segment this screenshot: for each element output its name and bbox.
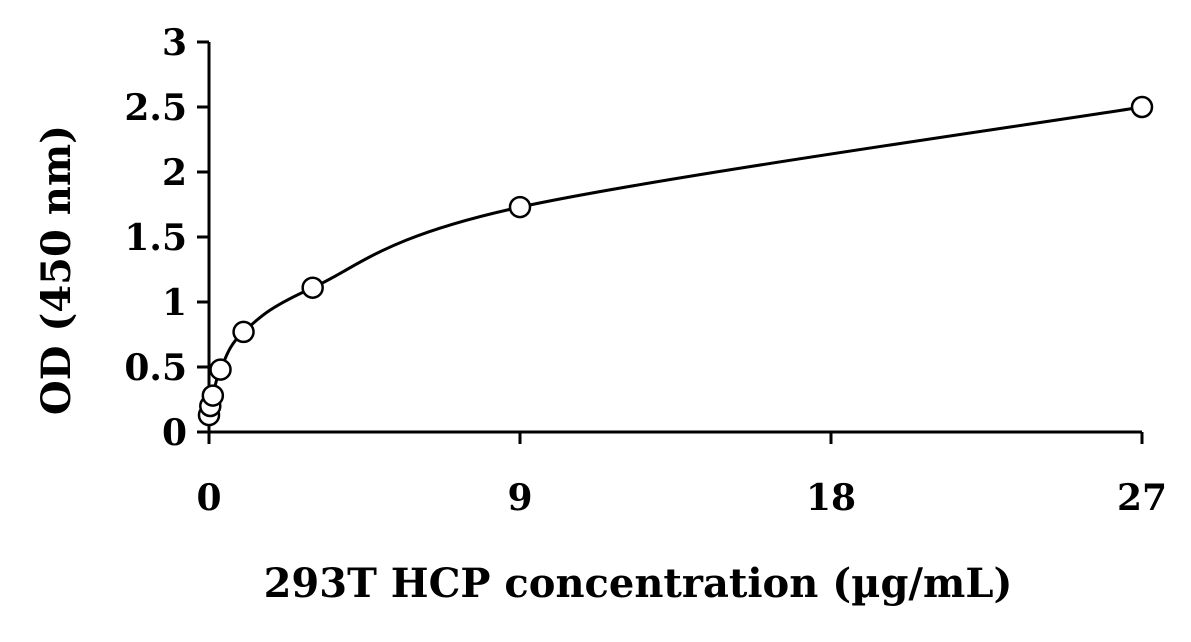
data-point [1130,95,1154,119]
data-point [508,195,532,219]
data-point [201,384,225,407]
y-axis-title: OD (450 nm) [33,125,80,415]
x-tick-label: 0 [196,477,221,519]
x-axis-ticks: 0 9 18 27 [196,432,1167,519]
y-axis-ticks: 0 0.5 1 1.5 2 2.5 3 [124,22,209,454]
x-axis-title: 293T HCP concentration (µg/mL) [264,560,1013,607]
y-tick-label: 2.5 [124,87,187,129]
x-tick-label: 27 [1117,477,1167,519]
y-tick-label: 1.5 [124,217,187,259]
data-point [209,358,232,381]
data-point [232,320,255,344]
y-tick-label: 3 [162,22,187,64]
y-tick-label: 1 [162,282,187,324]
x-tick-label: 18 [806,477,856,519]
data-points [197,95,1154,427]
x-tick-label: 9 [507,477,532,519]
y-tick-label: 0 [162,412,187,454]
y-tick-label: 2 [162,152,187,194]
fit-curve [207,105,1143,416]
data-point [301,276,324,299]
y-tick-label: 0.5 [124,347,187,389]
